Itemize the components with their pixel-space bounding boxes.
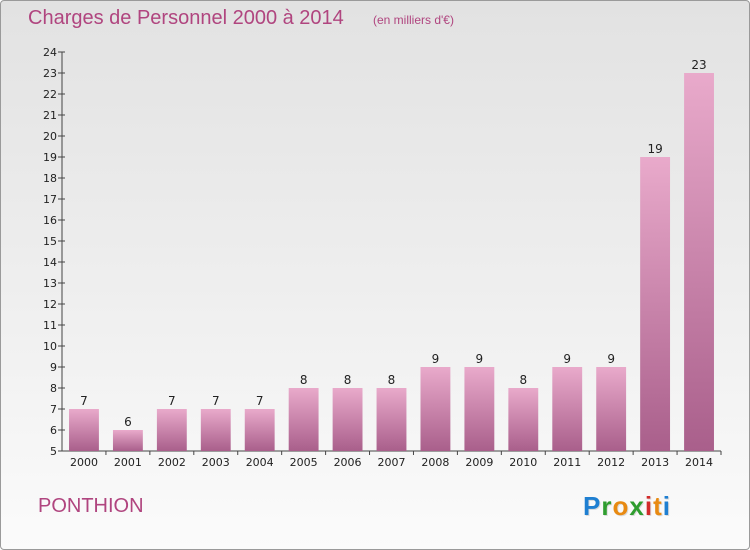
y-tick-label: 13 xyxy=(43,277,57,290)
x-tick-label: 2004 xyxy=(246,456,274,469)
logo-letter: i xyxy=(662,491,671,521)
y-tick-label: 9 xyxy=(50,361,57,374)
bar-value-label: 6 xyxy=(124,415,132,429)
bar-value-label: 8 xyxy=(344,373,352,387)
bar[interactable] xyxy=(508,388,539,451)
bar-value-label: 8 xyxy=(300,373,308,387)
chart-subtitle: (en milliers d'€) xyxy=(373,13,454,27)
y-tick-label: 8 xyxy=(50,382,57,395)
bar[interactable] xyxy=(288,388,319,451)
y-tick-label: 20 xyxy=(43,130,57,143)
x-tick-label: 2010 xyxy=(509,456,537,469)
logo-letter: t xyxy=(653,491,663,521)
bar[interactable] xyxy=(464,367,495,451)
y-tick-label: 10 xyxy=(43,340,57,353)
y-tick-label: 16 xyxy=(43,214,57,227)
x-tick-label: 2002 xyxy=(158,456,186,469)
bar[interactable] xyxy=(332,388,363,451)
x-tick-label: 2007 xyxy=(378,456,406,469)
bar-value-label: 8 xyxy=(519,373,527,387)
bar-value-label: 7 xyxy=(212,394,220,408)
bar[interactable] xyxy=(420,367,451,451)
x-tick-label: 2000 xyxy=(70,456,98,469)
y-tick-label: 5 xyxy=(50,445,57,458)
bar[interactable] xyxy=(156,409,187,451)
bar[interactable] xyxy=(112,430,143,451)
bar-value-label: 23 xyxy=(691,58,706,72)
y-tick-label: 12 xyxy=(43,298,57,311)
y-tick-label: 22 xyxy=(43,88,57,101)
chart-title: Charges de Personnel 2000 à 2014 xyxy=(28,7,344,29)
bar-value-label: 7 xyxy=(256,394,264,408)
bar[interactable] xyxy=(552,367,583,451)
bar-value-label: 9 xyxy=(607,352,615,366)
x-axis: 2000 2001 2002 2003 2004 2005 2006 2007 2008 2009… xyxy=(62,450,722,469)
logo-letter: x xyxy=(629,491,645,521)
logo-letter: P xyxy=(583,491,602,521)
x-tick-label: 2011 xyxy=(553,456,581,469)
logo-letter: o xyxy=(612,491,630,521)
y-tick-label: 15 xyxy=(43,235,57,248)
bar[interactable] xyxy=(596,367,627,451)
bar-value-label: 7 xyxy=(168,394,176,408)
y-tick-label: 17 xyxy=(43,193,57,206)
proxiti-logo[interactable]: Proxiti xyxy=(583,491,671,522)
bar-value-label: 9 xyxy=(432,352,440,366)
bar-value-label: 8 xyxy=(388,373,396,387)
y-tick-label: 24 xyxy=(43,46,57,59)
bar-value-label: 9 xyxy=(563,352,571,366)
bar[interactable] xyxy=(200,409,231,451)
bar-series: 7 6 7 7 7 8 8 8 9 9 8 9 9 19 23 xyxy=(69,58,714,451)
bar[interactable] xyxy=(684,73,714,451)
logo-letter: i xyxy=(644,491,654,521)
y-tick-label: 6 xyxy=(50,424,57,437)
bar[interactable] xyxy=(376,388,407,451)
x-tick-label: 2009 xyxy=(465,456,493,469)
bar[interactable] xyxy=(69,409,99,451)
x-tick-label: 2001 xyxy=(114,456,142,469)
y-tick-label: 7 xyxy=(50,403,57,416)
logo-letter: r xyxy=(601,491,613,521)
bar-value-label: 19 xyxy=(647,142,662,156)
bar[interactable] xyxy=(244,409,275,451)
x-tick-label: 2014 xyxy=(685,456,713,469)
x-tick-label: 2005 xyxy=(290,456,318,469)
bar-value-label: 9 xyxy=(476,352,484,366)
bar[interactable] xyxy=(640,157,671,451)
x-tick-label: 2013 xyxy=(641,456,669,469)
y-tick-label: 18 xyxy=(43,172,57,185)
y-tick-label: 21 xyxy=(43,109,57,122)
bar-value-label: 7 xyxy=(80,394,88,408)
y-tick-label: 23 xyxy=(43,67,57,80)
x-tick-label: 2006 xyxy=(334,456,362,469)
commune-name: PONTHION xyxy=(38,495,144,517)
x-tick-label: 2012 xyxy=(597,456,625,469)
y-tick-label: 14 xyxy=(43,256,57,269)
y-axis: 5 6 7 8 9 10 11 12 13 14 15 16 17 18 19 20 21 22 23 24 xyxy=(43,46,65,458)
y-tick-label: 19 xyxy=(43,151,57,164)
y-tick-label: 11 xyxy=(43,319,57,332)
x-tick-label: 2003 xyxy=(202,456,230,469)
x-tick-label: 2008 xyxy=(421,456,449,469)
